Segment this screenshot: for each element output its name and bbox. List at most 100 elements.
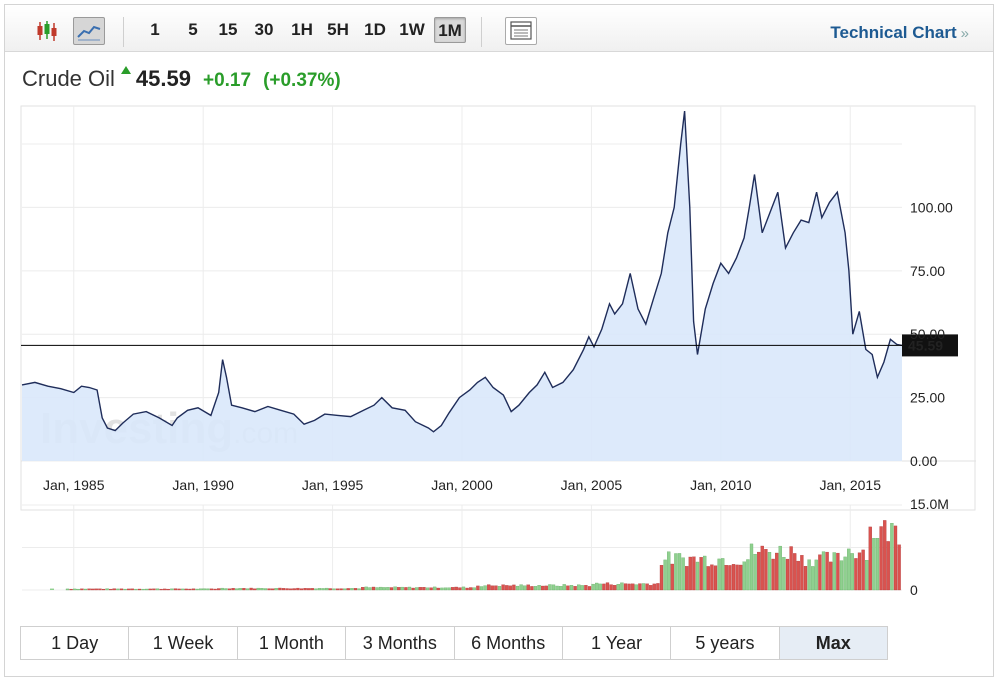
volume-bar [451, 587, 455, 591]
interval-1d[interactable]: 1D [364, 20, 386, 39]
volume-bar [346, 588, 350, 591]
price-change-percent: (+0.37%) [263, 70, 341, 91]
line-chart-icon[interactable] [73, 17, 105, 45]
interval-5h[interactable]: 5H [327, 20, 349, 39]
range-1-week[interactable]: 1 Week [129, 627, 238, 659]
volume-bar [202, 588, 206, 591]
volume-bar [479, 586, 484, 591]
y-tick-label: 25.00 [910, 390, 945, 406]
volume-bar [307, 588, 311, 591]
volume-bar [818, 554, 822, 591]
volume-max-label: 15.0M [910, 496, 949, 512]
range-3-months[interactable]: 3 Months [346, 627, 455, 659]
volume-bar [267, 588, 271, 591]
volume-bar [379, 586, 383, 591]
instrument-name: Crude Oil [22, 66, 115, 91]
volume-bar [670, 563, 674, 591]
interval-15[interactable]: 15 [218, 20, 238, 39]
volume-bar [515, 585, 520, 591]
volume-bar [127, 588, 131, 591]
volume-bar [667, 551, 671, 591]
volume-bar [472, 587, 476, 591]
volume-bar [551, 584, 556, 591]
range-1-year[interactable]: 1 Year [562, 627, 672, 659]
y-tick-label: 100.00 [910, 199, 953, 215]
volume-bar [656, 583, 660, 591]
volume-bar [868, 526, 872, 591]
volume-bar [620, 582, 624, 591]
range-1-day[interactable]: 1 Day [21, 627, 130, 659]
volume-bar [778, 545, 782, 591]
table-icon[interactable] [505, 17, 537, 45]
volume-bar [411, 587, 415, 591]
range-1-month[interactable]: 1 Month [237, 627, 347, 659]
volume-bar [368, 587, 372, 591]
volume-zero-label: 0 [910, 582, 918, 598]
volume-bar [123, 588, 127, 591]
volume-bar [357, 588, 361, 591]
volume-bar [875, 538, 880, 591]
volume-bar [850, 553, 854, 591]
range-max[interactable]: Max [779, 627, 887, 659]
volume-bar [116, 588, 120, 591]
volume-bar [289, 588, 293, 591]
range-6-months[interactable]: 6 Months [454, 627, 563, 659]
volume-bar [613, 585, 617, 591]
plot-border [20, 105, 976, 511]
volume-bar [591, 583, 595, 591]
volume-bar [829, 561, 833, 591]
volume-bar [321, 588, 325, 591]
range-5-years[interactable]: 5 years [671, 627, 780, 659]
up-arrow-icon [120, 66, 131, 74]
volume-bar [339, 588, 343, 591]
interval-1m[interactable]: 1M [434, 17, 466, 43]
volume-bar [278, 587, 282, 591]
volume-bar [533, 586, 538, 591]
volume-bar [890, 523, 894, 591]
volume-bar [659, 565, 664, 591]
volume-bar [782, 557, 786, 591]
volume-bar [735, 564, 739, 591]
volume-bar [501, 584, 505, 591]
interval-1w[interactable]: 1W [399, 20, 425, 39]
volume-bar [724, 565, 728, 591]
volume-bar [253, 588, 257, 591]
volume-bar [274, 588, 278, 591]
volume-bar [674, 553, 678, 591]
volume-bar [699, 557, 703, 591]
volume-bar [227, 588, 232, 591]
volume-bar [832, 552, 836, 591]
y-tick-label: 0.00 [910, 453, 937, 469]
volume-bar [569, 585, 574, 591]
volume-bar [249, 587, 253, 591]
y-tick-label: 50.00 [910, 326, 945, 342]
volume-bar [685, 566, 689, 591]
interval-1[interactable]: 1 [150, 20, 160, 39]
volume-bar [749, 543, 754, 591]
volume-bar [703, 555, 707, 591]
volume-bar [793, 553, 797, 591]
volume-bar [375, 587, 379, 591]
volume-bar [811, 566, 815, 591]
volume-bar [494, 585, 498, 591]
volume-bar [706, 566, 710, 591]
y-tick-label: 75.00 [910, 263, 945, 279]
interval-5[interactable]: 5 [188, 20, 198, 39]
volume-bar [328, 588, 332, 591]
interval-1h[interactable]: 1H [291, 20, 313, 39]
volume-bar [166, 588, 170, 591]
volume-bar [152, 588, 156, 591]
volume-bar [76, 588, 80, 591]
interval-30[interactable]: 30 [254, 20, 274, 39]
volume-bar [191, 588, 196, 591]
volume-bar [461, 586, 466, 591]
volume-bar [335, 588, 340, 591]
volume-bar [638, 583, 642, 591]
current-price-label: 45.59 [908, 337, 943, 353]
volume-bar [87, 588, 91, 591]
volume-bar [652, 583, 656, 591]
technical-chart-link[interactable]: Technical Chart» [830, 23, 969, 43]
candlestick-icon[interactable] [31, 17, 63, 45]
volume-bar [602, 583, 606, 591]
